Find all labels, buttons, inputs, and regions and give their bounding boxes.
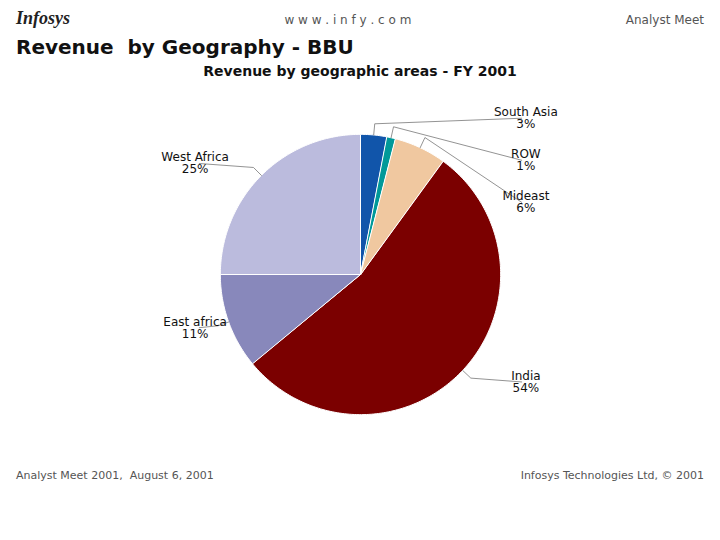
svg-text:ROW1%: ROW1% [511,147,541,173]
html-text:Revenue by Geography - BBU: Revenue by Geography - BBU [16,35,354,59]
svg-text:East africa11%: East africa11% [163,315,227,341]
html-text:Revenue by geographic areas -: Revenue by geographic areas - FY 2001 [203,63,517,79]
html-text:Analyst Meet 2001, August 6, 2: Analyst Meet 2001, August 6, 2001 [16,469,214,482]
html-text:Analyst Meet: Analyst Meet [625,13,704,27]
svg-text:Mideast6%: Mideast6% [502,189,549,215]
svg-text:West Africa25%: West Africa25% [161,150,229,176]
svg-text:South Asia3%: South Asia3% [494,105,558,131]
html-text:Infosys: Infosys [16,8,70,28]
html-text:Infosys Technologies Ltd, © 20: Infosys Technologies Ltd, © 2001 [520,469,704,482]
html-text:w w w . i n f y . c o m: w w w . i n f y . c o m [284,13,412,27]
svg-text:India54%: India54% [511,369,540,395]
